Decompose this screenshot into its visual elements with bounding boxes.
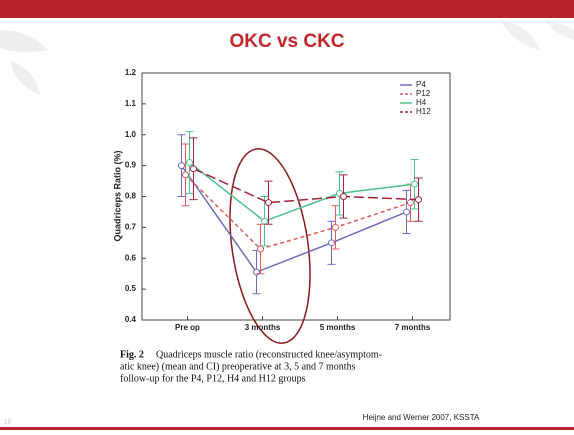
- y-tick-label: 0.9: [125, 161, 137, 170]
- x-tick-label: 5 months: [320, 323, 356, 332]
- data-point: [262, 218, 268, 224]
- data-point: [333, 224, 339, 230]
- data-point: [416, 197, 422, 203]
- data-point: [187, 160, 193, 166]
- data-point: [266, 200, 272, 206]
- data-point: [404, 209, 410, 215]
- y-tick-label: 1.0: [125, 130, 137, 139]
- data-point: [341, 194, 347, 200]
- legend-label: H4: [416, 98, 427, 107]
- y-tick-label: 1.2: [125, 68, 137, 77]
- x-tick-label: Pre op: [175, 323, 200, 332]
- slide-number: 13: [4, 420, 11, 426]
- caption-line: atic knee) (mean and CI) preoperative at…: [120, 361, 356, 372]
- decoration: [500, 20, 574, 50]
- plot-frame: [142, 73, 450, 320]
- caption-line: follow-up for the P4, P12, H4 and H12 gr…: [120, 373, 306, 384]
- data-point: [258, 246, 264, 252]
- decoration: [0, 30, 48, 95]
- caption-line: Quadriceps muscle ratio (reconstructed k…: [156, 349, 382, 360]
- slide-title: OKC vs CKC: [229, 31, 344, 52]
- y-tick-label: 0.5: [125, 284, 137, 293]
- top-bar: [0, 0, 574, 18]
- legend-label: H12: [416, 107, 431, 116]
- y-tick-label: 1.1: [125, 99, 137, 108]
- citation: Heijne and Werner 2007, KSSTA: [363, 413, 480, 422]
- series-line: [194, 169, 419, 203]
- legend-label: P4: [416, 80, 426, 89]
- y-tick-label: 0.4: [125, 315, 137, 324]
- data-point: [183, 172, 189, 178]
- data-point: [254, 269, 260, 275]
- x-tick-label: 7 months: [395, 323, 431, 332]
- slide: OKC vs CKC Quadriceps Ratio (%) Fig. 2 H…: [0, 0, 574, 430]
- data-point: [179, 163, 185, 169]
- data-point: [329, 240, 335, 246]
- y-tick-label: 0.7: [125, 222, 137, 231]
- y-tick-label: 0.8: [125, 192, 137, 201]
- series-line: [182, 166, 407, 273]
- caption-label: Fig. 2: [120, 349, 144, 360]
- y-tick-label: 0.6: [125, 253, 137, 262]
- legend-label: P12: [416, 89, 431, 98]
- data-point: [408, 200, 414, 206]
- x-tick-label: 3 months: [245, 323, 281, 332]
- data-point: [191, 166, 197, 172]
- y-axis-label: Quadriceps Ratio (%): [112, 150, 122, 241]
- data-point: [412, 181, 418, 187]
